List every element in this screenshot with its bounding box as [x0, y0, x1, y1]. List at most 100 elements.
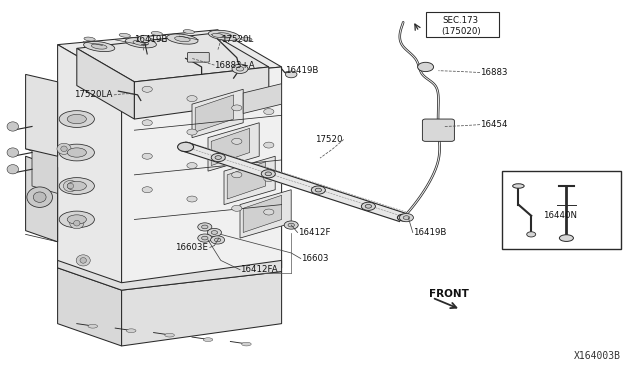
Ellipse shape	[232, 205, 242, 211]
Ellipse shape	[67, 215, 86, 224]
Ellipse shape	[59, 211, 95, 228]
Ellipse shape	[59, 144, 95, 161]
Ellipse shape	[264, 109, 274, 115]
Text: 16440N: 16440N	[543, 211, 577, 220]
Ellipse shape	[138, 35, 150, 43]
Ellipse shape	[264, 142, 274, 148]
Ellipse shape	[209, 30, 239, 41]
Ellipse shape	[175, 36, 190, 42]
Polygon shape	[195, 95, 234, 132]
Text: 16883: 16883	[480, 68, 508, 77]
Ellipse shape	[365, 205, 372, 208]
Ellipse shape	[67, 148, 86, 157]
Ellipse shape	[232, 172, 242, 178]
Ellipse shape	[265, 172, 271, 176]
Ellipse shape	[178, 142, 193, 152]
Ellipse shape	[284, 221, 298, 229]
Ellipse shape	[527, 232, 536, 237]
Text: 16883+A: 16883+A	[214, 61, 255, 70]
Ellipse shape	[59, 111, 95, 128]
Polygon shape	[122, 67, 282, 305]
Ellipse shape	[311, 186, 325, 194]
Ellipse shape	[403, 216, 410, 219]
Ellipse shape	[63, 180, 77, 192]
Polygon shape	[26, 74, 58, 156]
Polygon shape	[58, 45, 122, 305]
Ellipse shape	[236, 67, 244, 71]
Ellipse shape	[285, 71, 297, 78]
Ellipse shape	[7, 164, 19, 174]
Polygon shape	[58, 30, 282, 82]
Text: 16603E: 16603E	[175, 243, 208, 252]
Polygon shape	[208, 123, 259, 171]
Ellipse shape	[315, 188, 321, 192]
Bar	[426, 12, 499, 37]
Text: 16454: 16454	[480, 120, 508, 129]
Ellipse shape	[215, 155, 221, 160]
Ellipse shape	[232, 138, 242, 144]
Ellipse shape	[57, 143, 71, 154]
Ellipse shape	[202, 236, 208, 240]
Ellipse shape	[187, 196, 197, 202]
Ellipse shape	[202, 225, 208, 229]
Bar	[502, 171, 621, 249]
Ellipse shape	[70, 218, 84, 229]
Ellipse shape	[92, 44, 107, 49]
Polygon shape	[26, 156, 58, 242]
Ellipse shape	[397, 214, 409, 221]
Ellipse shape	[264, 176, 274, 182]
Ellipse shape	[59, 177, 95, 194]
Polygon shape	[243, 195, 282, 232]
Ellipse shape	[216, 33, 232, 38]
Text: X164003B: X164003B	[574, 351, 621, 361]
Text: FRONT: FRONT	[429, 289, 468, 299]
Polygon shape	[122, 272, 282, 346]
Text: 17520LA: 17520LA	[74, 90, 112, 99]
Ellipse shape	[183, 30, 195, 33]
Ellipse shape	[187, 163, 197, 169]
Ellipse shape	[84, 41, 115, 52]
Text: 16419B: 16419B	[413, 228, 446, 237]
Ellipse shape	[559, 235, 573, 241]
Ellipse shape	[198, 234, 212, 242]
Polygon shape	[227, 162, 266, 199]
Text: 16412F: 16412F	[298, 228, 330, 237]
Ellipse shape	[7, 148, 19, 157]
Ellipse shape	[151, 32, 163, 35]
Polygon shape	[240, 190, 291, 238]
Polygon shape	[192, 89, 243, 138]
Polygon shape	[77, 33, 269, 82]
Text: 16419B: 16419B	[134, 35, 167, 44]
Ellipse shape	[211, 153, 225, 161]
Text: 16603: 16603	[301, 254, 328, 263]
Ellipse shape	[212, 33, 223, 37]
Ellipse shape	[513, 184, 524, 188]
Ellipse shape	[288, 223, 294, 227]
Ellipse shape	[142, 120, 152, 126]
Ellipse shape	[142, 153, 152, 159]
Ellipse shape	[67, 183, 74, 189]
Text: 17520: 17520	[315, 135, 342, 144]
Polygon shape	[58, 268, 122, 346]
Ellipse shape	[204, 338, 212, 341]
Ellipse shape	[241, 37, 252, 41]
Polygon shape	[32, 104, 58, 193]
Ellipse shape	[76, 255, 90, 266]
Polygon shape	[243, 84, 282, 113]
Ellipse shape	[232, 64, 248, 73]
Ellipse shape	[67, 115, 86, 124]
Ellipse shape	[399, 214, 413, 222]
Ellipse shape	[33, 192, 46, 202]
Ellipse shape	[27, 187, 52, 207]
Polygon shape	[58, 260, 282, 290]
FancyBboxPatch shape	[188, 52, 209, 62]
Ellipse shape	[125, 38, 156, 48]
Ellipse shape	[207, 228, 221, 237]
Ellipse shape	[133, 40, 148, 45]
Ellipse shape	[214, 238, 221, 242]
Text: 16419B: 16419B	[285, 66, 318, 75]
Ellipse shape	[142, 187, 152, 193]
Ellipse shape	[211, 231, 218, 234]
Ellipse shape	[187, 96, 197, 102]
Ellipse shape	[362, 202, 376, 211]
